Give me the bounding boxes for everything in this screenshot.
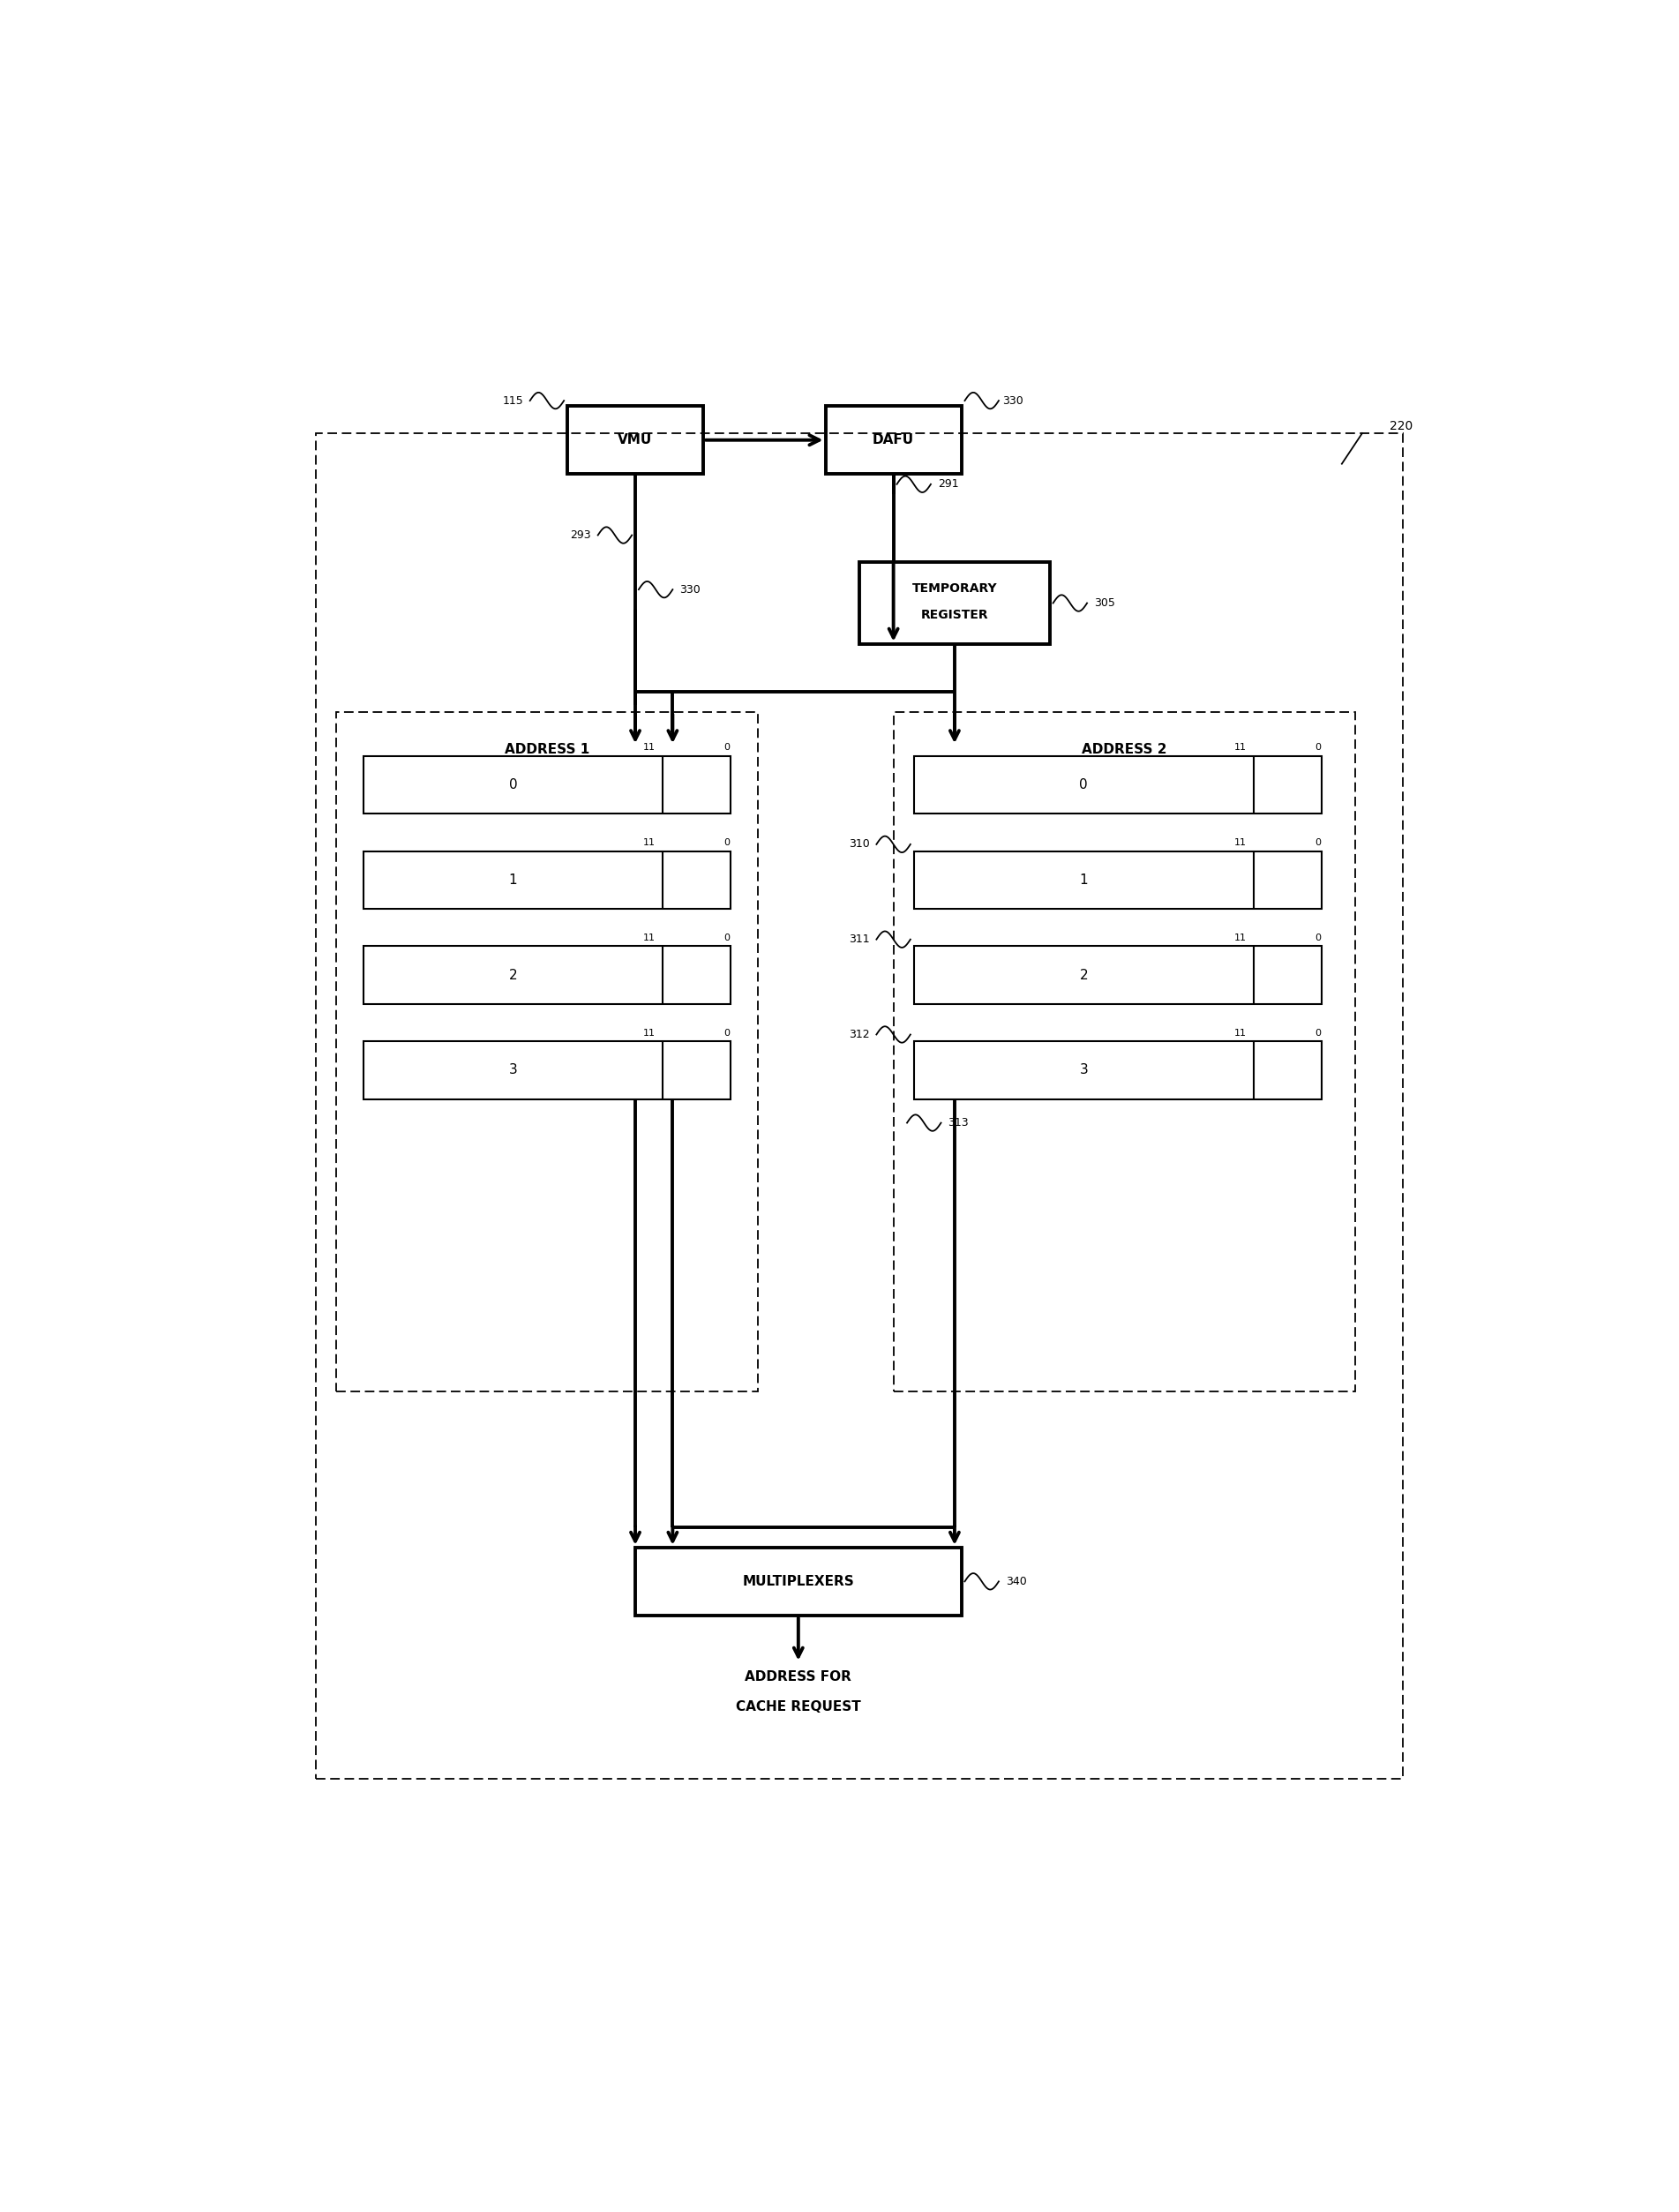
Bar [913, 947, 1321, 1004]
Text: 3: 3 [1080, 1064, 1088, 1077]
Text: 2: 2 [509, 969, 517, 982]
Text: 311: 311 [850, 933, 870, 945]
Text: 330: 330 [1002, 396, 1023, 407]
Text: VMU: VMU [618, 434, 653, 447]
Bar [336, 712, 757, 1391]
Bar [364, 1042, 730, 1099]
Text: 11: 11 [643, 1029, 655, 1037]
Text: ADDRESS 2: ADDRESS 2 [1081, 743, 1167, 757]
Text: 312: 312 [850, 1029, 870, 1040]
Text: 11: 11 [643, 933, 655, 942]
Text: ADDRESS 1: ADDRESS 1 [504, 743, 589, 757]
Text: 313: 313 [947, 1117, 969, 1128]
Text: 0: 0 [724, 743, 730, 752]
Text: TEMPORARY: TEMPORARY [912, 582, 997, 595]
Text: 11: 11 [1234, 1029, 1246, 1037]
Text: 0: 0 [724, 933, 730, 942]
Text: CACHE REQUEST: CACHE REQUEST [735, 1701, 861, 1714]
Text: 293: 293 [571, 529, 591, 542]
Text: 11: 11 [1234, 838, 1246, 847]
Text: 330: 330 [680, 584, 700, 595]
Bar [568, 407, 704, 473]
Text: 0: 0 [724, 1029, 730, 1037]
Text: 2: 2 [1080, 969, 1088, 982]
Text: 340: 340 [1006, 1575, 1026, 1588]
Text: 1: 1 [1080, 874, 1088, 887]
Text: 305: 305 [1093, 597, 1115, 608]
Text: 11: 11 [1234, 933, 1246, 942]
Bar [364, 757, 730, 814]
Bar [913, 1042, 1321, 1099]
Text: ADDRESS FOR: ADDRESS FOR [745, 1670, 851, 1683]
Text: 0: 0 [1315, 1029, 1321, 1037]
Text: 3: 3 [509, 1064, 517, 1077]
Text: 0: 0 [509, 779, 517, 792]
Text: MULTIPLEXERS: MULTIPLEXERS [742, 1575, 855, 1588]
Text: 310: 310 [848, 838, 870, 849]
Text: 0: 0 [1315, 743, 1321, 752]
Text: 0: 0 [1315, 933, 1321, 942]
Bar [913, 852, 1321, 909]
Bar [316, 434, 1404, 1778]
Text: DAFU: DAFU [873, 434, 915, 447]
Text: 220: 220 [1389, 420, 1412, 434]
Text: 115: 115 [502, 396, 524, 407]
Bar [364, 852, 730, 909]
Text: 0: 0 [724, 838, 730, 847]
Text: 11: 11 [643, 838, 655, 847]
Bar [893, 712, 1355, 1391]
Bar [826, 407, 962, 473]
Text: 0: 0 [1315, 838, 1321, 847]
Text: 11: 11 [643, 743, 655, 752]
Bar [364, 947, 730, 1004]
Text: REGISTER: REGISTER [920, 608, 989, 622]
Text: 291: 291 [937, 478, 959, 489]
Text: 0: 0 [1080, 779, 1088, 792]
Text: 11: 11 [1234, 743, 1246, 752]
Bar [913, 757, 1321, 814]
Text: 1: 1 [509, 874, 517, 887]
Bar [860, 562, 1049, 644]
Bar [635, 1548, 962, 1615]
